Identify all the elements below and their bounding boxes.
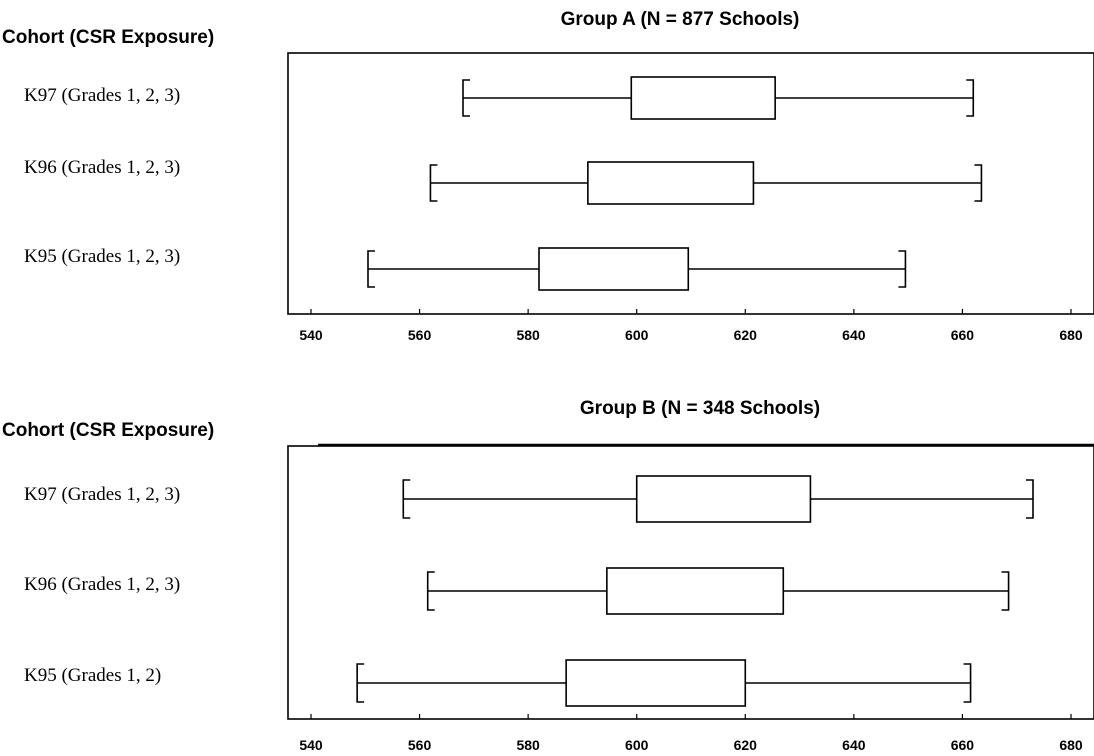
y-axis-label: Cohort (CSR Exposure) [2, 27, 214, 48]
interquartile-box [565, 659, 747, 707]
category-label: K97 (Grades 1, 2, 3) [24, 85, 180, 106]
tick-label: 540 [299, 327, 323, 343]
whisker-cap-max [963, 663, 972, 703]
tick-label: 640 [842, 327, 866, 343]
plot-frame [287, 52, 1094, 315]
whisker-cap-max [974, 164, 983, 202]
tick-label: 680 [1059, 327, 1083, 343]
tick-label: 560 [408, 737, 432, 753]
whisker-cap-max [1001, 571, 1010, 611]
whisker-cap-min [462, 79, 470, 117]
x-tick-labels: 540 560 580 600 620 640 660 680 [299, 737, 1083, 753]
tick-label: 580 [516, 327, 540, 343]
whisker-cap-min [356, 663, 365, 703]
box-plot-item [402, 475, 1034, 523]
y-axis-label: Cohort (CSR Exposure) [2, 420, 214, 441]
whisker-cap-max [966, 79, 975, 117]
box-plot-item [429, 161, 983, 205]
tick-label: 540 [299, 737, 323, 753]
whisker-cap-max [1026, 479, 1034, 519]
chart-title: Group A (N = 877 Schools) [561, 9, 800, 30]
interquartile-box [587, 161, 755, 205]
x-axis-ticks [310, 714, 1072, 719]
x-axis-ticks [310, 309, 1072, 314]
chart-title: Group B (N = 348 Schools) [580, 398, 820, 419]
tick-label: 660 [951, 327, 975, 343]
whisker-cap-min [367, 250, 375, 288]
x-tick-labels: 540 560 580 600 620 640 660 680 [299, 327, 1083, 343]
tick-label: 580 [516, 737, 540, 753]
panel-group-a: Group A (N = 877 Schools) Cohort (CSR Ex… [2, 9, 1094, 343]
tick-label: 600 [625, 327, 649, 343]
tick-label: 600 [625, 737, 649, 753]
whisker-cap-min [402, 479, 411, 519]
category-label: K95 (Grades 1, 2, 3) [24, 246, 180, 267]
panel-group-b: Group B (N = 348 Schools) Cohort (CSR Ex… [2, 398, 1094, 753]
interquartile-box [606, 567, 785, 615]
category-label: K96 (Grades 1, 2, 3) [24, 574, 180, 595]
tick-label: 620 [734, 327, 758, 343]
category-label: K95 (Grades 1, 2) [24, 665, 161, 686]
interquartile-box [635, 475, 812, 523]
whisker-cap-min [426, 571, 435, 611]
tick-label: 660 [951, 737, 975, 753]
box-plot-item [356, 659, 972, 707]
box-plot-item [426, 567, 1010, 615]
tick-label: 620 [734, 737, 758, 753]
interquartile-box [630, 76, 776, 120]
box-series [356, 475, 1034, 707]
category-label: K97 (Grades 1, 2, 3) [24, 484, 180, 505]
interquartile-box [538, 247, 690, 291]
tick-label: 560 [408, 327, 432, 343]
whisker-cap-min [429, 164, 438, 202]
box-series [367, 76, 983, 291]
box-plot-item [462, 76, 975, 120]
box-plot-item [367, 247, 907, 291]
tick-label: 640 [842, 737, 866, 753]
whisker-cap-max [898, 250, 907, 288]
tick-label: 680 [1059, 737, 1083, 753]
category-label: K96 (Grades 1, 2, 3) [24, 157, 180, 178]
